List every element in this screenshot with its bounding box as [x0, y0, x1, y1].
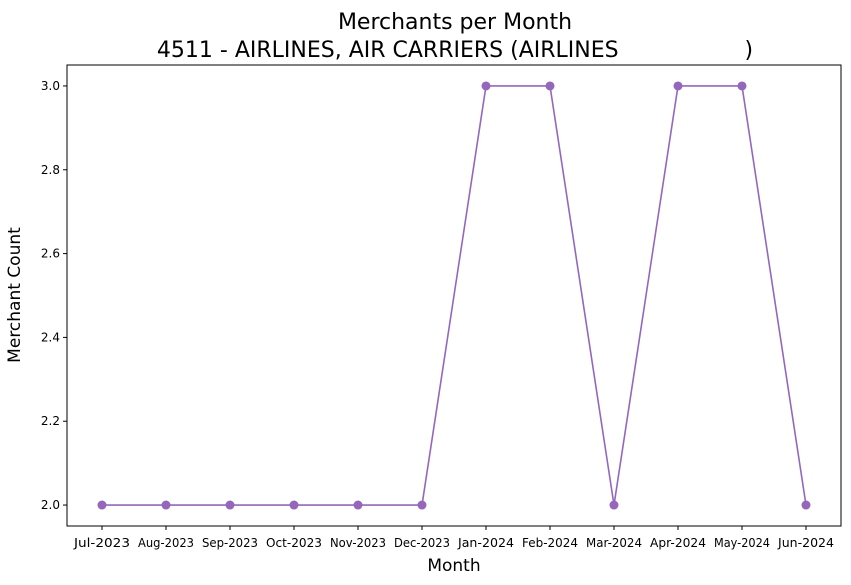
plot-area-frame: [66, 64, 842, 527]
data-point: [545, 81, 555, 91]
series-merchant-count: [97, 81, 811, 510]
y-tick-label: 2.4: [41, 330, 60, 344]
x-tick-label: May-2024: [714, 536, 770, 550]
data-point: [417, 500, 427, 510]
chart-subtitle: 4511 - AIRLINES, AIR CARRIERS (AIRLINES …: [157, 38, 753, 63]
y-tick-label: 3.0: [41, 79, 60, 93]
x-tick-label: Jul-2023: [73, 536, 130, 550]
data-point: [673, 81, 683, 91]
y-tick-label: 2.0: [41, 498, 60, 512]
data-point: [97, 500, 107, 510]
data-point: [161, 500, 171, 510]
x-axis-label: Month: [427, 556, 480, 576]
data-point: [225, 500, 235, 510]
x-tick-label: Jun-2024: [777, 536, 834, 550]
x-tick-label: Dec-2023: [394, 536, 450, 550]
x-tick-label: Apr-2024: [650, 536, 706, 550]
x-tick-label: Feb-2024: [522, 536, 578, 550]
x-tick-label: Sep-2023: [202, 536, 258, 550]
series-line: [102, 85, 807, 506]
data-point: [353, 500, 363, 510]
x-tick-label: Mar-2024: [586, 536, 642, 550]
x-axis-ticks: Jul-2023 Aug-2023 Sep-2023 Oct-2023 Nov-2023…: [73, 526, 834, 550]
data-point: [801, 500, 811, 510]
y-axis-label: Merchant Count: [5, 227, 25, 363]
y-axis-ticks: 2.0 2.2 2.4 2.6 2.8 3.0: [41, 79, 67, 512]
y-tick-label: 2.2: [41, 414, 60, 428]
x-tick-label: Oct-2023: [266, 536, 322, 550]
data-point: [289, 500, 299, 510]
data-point: [609, 500, 619, 510]
x-tick-label: Jan-2024: [457, 536, 514, 550]
data-point: [481, 81, 491, 91]
y-tick-label: 2.6: [41, 247, 60, 261]
x-tick-label: Aug-2023: [138, 536, 194, 550]
y-tick-label: 2.8: [41, 163, 60, 177]
data-point: [737, 81, 747, 91]
chart-title: Merchants per Month: [338, 10, 572, 35]
x-tick-label: Nov-2023: [330, 536, 386, 550]
